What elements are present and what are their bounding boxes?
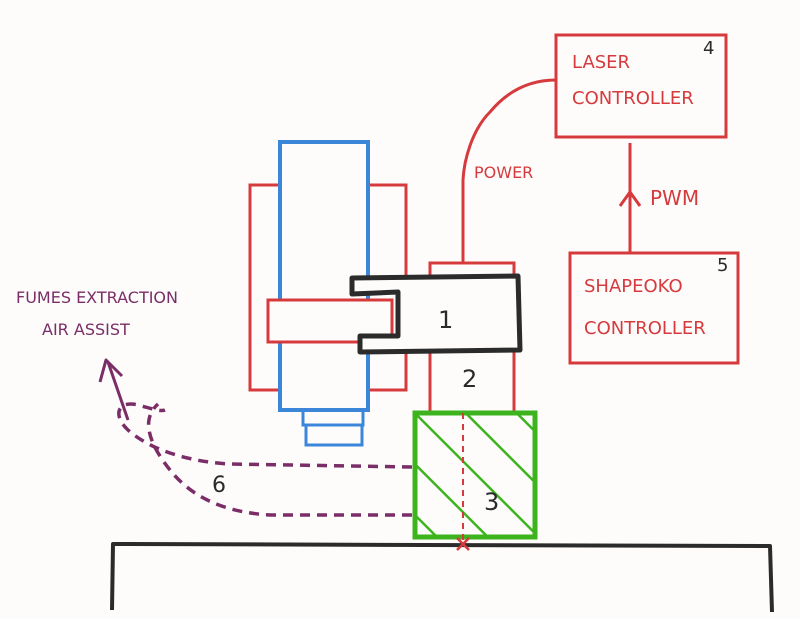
focus-point-mark [456, 537, 470, 551]
shapeoko-controller-number: 5 [717, 255, 728, 276]
laser-controller-label-line2: CONTROLLER [572, 88, 694, 109]
power-cable [461, 78, 557, 263]
bracket-part-1 [349, 273, 523, 355]
fumes-tube-lower [146, 402, 412, 517]
laser-controller-number: 4 [703, 38, 714, 59]
pwm-arrowhead-icon [618, 190, 642, 207]
part-label-6: 6 [212, 473, 226, 498]
part-label-2: 2 [462, 365, 477, 393]
work-surface [110, 542, 774, 613]
shapeoko-controller-box [568, 251, 740, 365]
power-label: POWER [474, 163, 533, 182]
part-label-1: 1 [438, 306, 453, 334]
spindle-nut [304, 423, 364, 447]
pwm-label: PWM [650, 186, 699, 210]
fumes-arrow-line [106, 361, 130, 421]
laser-controller-box [554, 33, 728, 139]
fumes-arrowhead-icon [98, 358, 124, 383]
shapeoko-controller-label-line2: CONTROLLER [584, 318, 706, 339]
fumes-label-line1: FUMES EXTRACTION [16, 288, 178, 307]
air-nozzle-part-3 [412, 410, 538, 540]
shapeoko-controller-label-line1: SHAPEOKO [584, 276, 683, 297]
fumes-label-line2: AIR ASSIST [42, 320, 130, 339]
part-label-3: 3 [484, 488, 499, 516]
fumes-tube-upper [117, 402, 413, 469]
laser-controller-label-line1: LASER [572, 52, 630, 73]
